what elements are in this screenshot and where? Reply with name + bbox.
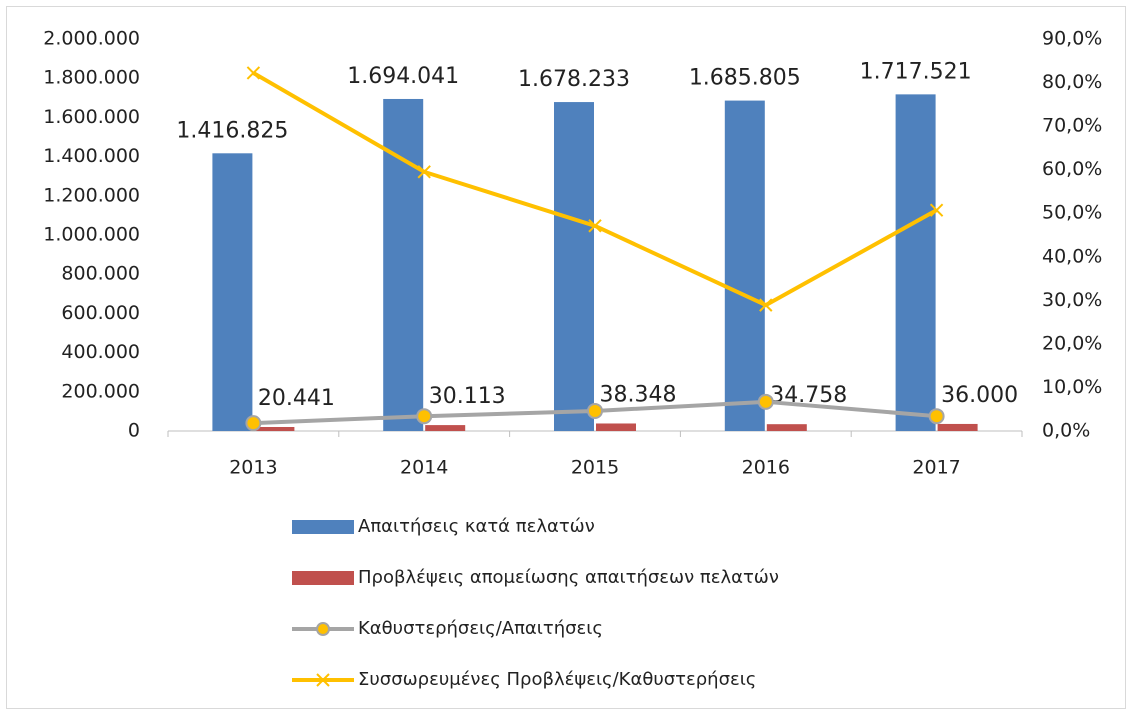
y-tick-label: 200.000 xyxy=(61,380,140,402)
marker xyxy=(246,66,261,80)
y-tick-label: 0 xyxy=(128,420,140,442)
bar xyxy=(425,425,466,431)
y-tick-label: 800.000 xyxy=(61,263,140,285)
bar xyxy=(596,423,636,431)
data-label: 1.685.805 xyxy=(689,66,801,91)
x-tick-label: 2015 xyxy=(571,457,619,479)
y2-tick-label: 20,0% xyxy=(1042,332,1102,354)
y-tick-label: 1.200.000 xyxy=(43,184,140,206)
legend-label: Καθυστερήσεις/Απαιτήσεις xyxy=(358,618,603,639)
marker xyxy=(759,298,773,312)
legend-label: Απαιτήσεις κατά πελατών xyxy=(358,516,595,537)
marker xyxy=(245,415,262,432)
legend-label: Συσσωρευμένες Προβλέψεις/Καθυστερήσεις xyxy=(358,669,756,690)
y2-tick-label: 70,0% xyxy=(1042,115,1102,137)
bar xyxy=(254,426,295,431)
bar xyxy=(554,102,594,431)
y2-tick-label: 0,0% xyxy=(1042,420,1090,442)
data-label: 1.678.233 xyxy=(518,67,630,92)
bar xyxy=(937,423,978,431)
y2-tick-label: 90,0% xyxy=(1042,28,1102,50)
bar xyxy=(212,153,253,431)
y-tick-label: 1.600.000 xyxy=(43,106,140,128)
bar xyxy=(895,94,936,432)
legend-label: Προβλέψεις απομείωσης απαιτήσεων πελατών xyxy=(358,567,779,588)
y2-tick-label: 30,0% xyxy=(1042,289,1102,311)
legend-marker xyxy=(316,622,330,636)
data-label: 1.416.825 xyxy=(176,118,288,143)
x-tick-label: 2016 xyxy=(742,457,790,479)
x-tick-label: 2013 xyxy=(229,457,277,479)
data-label: 1.717.521 xyxy=(860,59,972,84)
data-label: 20.441 xyxy=(258,386,335,411)
legend-swatch xyxy=(292,520,354,534)
y-tick-label: 2.000.000 xyxy=(43,28,140,50)
y2-tick-label: 40,0% xyxy=(1042,245,1102,267)
y2-tick-label: 80,0% xyxy=(1042,71,1102,93)
y-tick-label: 1.000.000 xyxy=(43,224,140,246)
bar xyxy=(766,424,807,431)
legend-swatch xyxy=(292,571,354,585)
data-label: 38.348 xyxy=(600,382,677,407)
y2-tick-label: 60,0% xyxy=(1042,158,1102,180)
legend-marker xyxy=(316,673,330,687)
y2-tick-label: 10,0% xyxy=(1042,376,1102,398)
marker xyxy=(929,203,944,217)
marker xyxy=(417,165,431,179)
marker xyxy=(928,408,945,425)
bar xyxy=(724,100,765,432)
marker xyxy=(416,408,433,425)
data-label: 36.000 xyxy=(941,383,1018,408)
bar xyxy=(383,98,424,432)
y2-tick-label: 50,0% xyxy=(1042,202,1102,224)
marker xyxy=(587,402,603,419)
marker xyxy=(757,393,774,410)
x-tick-label: 2014 xyxy=(400,457,448,479)
marker xyxy=(588,219,602,233)
y-tick-label: 600.000 xyxy=(61,302,140,324)
y-tick-label: 1.400.000 xyxy=(43,145,140,167)
y-tick-label: 1.800.000 xyxy=(43,67,140,89)
data-label: 1.694.041 xyxy=(347,64,459,89)
data-label: 30.113 xyxy=(429,384,506,409)
x-tick-label: 2017 xyxy=(912,457,960,479)
y-tick-label: 400.000 xyxy=(61,341,140,363)
